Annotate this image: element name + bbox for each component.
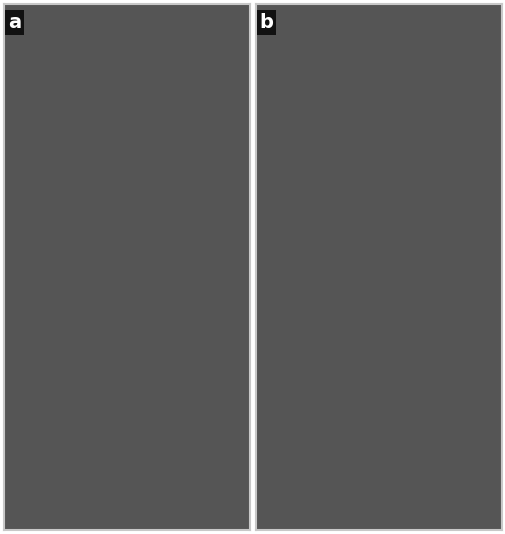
Text: a: a (8, 13, 21, 32)
Text: b: b (259, 13, 273, 32)
